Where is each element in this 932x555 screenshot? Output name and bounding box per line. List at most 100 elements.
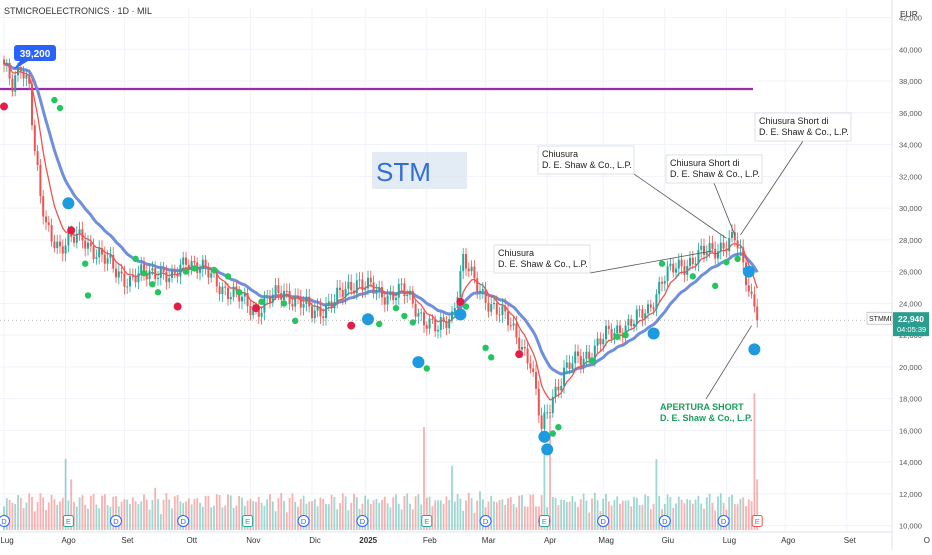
candle-body[interactable] xyxy=(31,83,33,126)
candle-body[interactable] xyxy=(493,302,495,305)
candle-body[interactable] xyxy=(187,264,190,270)
candle-body[interactable] xyxy=(630,319,633,327)
candle-body[interactable] xyxy=(560,385,563,391)
candle-body[interactable] xyxy=(540,415,543,429)
green-signal-dot[interactable] xyxy=(614,333,621,340)
annotation-box[interactable] xyxy=(754,112,852,142)
green-signal-dot[interactable] xyxy=(210,266,218,274)
candle-body[interactable] xyxy=(17,67,19,76)
candle-body[interactable] xyxy=(339,287,341,291)
candle-body[interactable] xyxy=(535,372,537,389)
candle-body[interactable] xyxy=(658,281,661,295)
candle-body[interactable] xyxy=(73,236,75,243)
candle-body[interactable] xyxy=(487,302,490,312)
candle-body[interactable] xyxy=(543,412,546,429)
candle-body[interactable] xyxy=(708,243,711,253)
candle-body[interactable] xyxy=(367,277,369,289)
green-signal-dot[interactable] xyxy=(588,357,596,364)
candle-body[interactable] xyxy=(129,276,131,287)
candle-body[interactable] xyxy=(327,301,330,305)
candle-body[interactable] xyxy=(596,338,599,346)
candle-body[interactable] xyxy=(61,246,64,254)
candle-body[interactable] xyxy=(67,232,70,246)
blue-signal-dot[interactable] xyxy=(454,308,467,321)
candle-body[interactable] xyxy=(333,301,336,309)
candle-body[interactable] xyxy=(395,297,397,301)
candle-body[interactable] xyxy=(512,323,515,326)
candle-body[interactable] xyxy=(274,285,277,295)
candle-body[interactable] xyxy=(308,296,311,307)
candle-body[interactable] xyxy=(383,297,386,305)
candle-body[interactable] xyxy=(647,304,649,314)
red-signal-dot[interactable] xyxy=(456,297,465,306)
green-signal-dot[interactable] xyxy=(376,320,383,328)
candle-body[interactable] xyxy=(257,308,260,317)
candle-body[interactable] xyxy=(299,297,302,308)
candle-body[interactable] xyxy=(459,271,462,298)
candle-body[interactable] xyxy=(92,246,95,260)
annotation-box[interactable] xyxy=(493,244,591,274)
candle-body[interactable] xyxy=(479,290,481,293)
green-signal-dot[interactable] xyxy=(392,304,400,312)
candle-body[interactable] xyxy=(490,304,493,312)
candle-body[interactable] xyxy=(725,248,728,252)
candle-body[interactable] xyxy=(619,325,621,333)
candle-body[interactable] xyxy=(683,266,686,275)
candle-body[interactable] xyxy=(137,273,140,283)
candle-body[interactable] xyxy=(582,358,585,366)
candle-body[interactable] xyxy=(341,290,344,297)
candle-body[interactable] xyxy=(694,263,697,265)
candle-body[interactable] xyxy=(722,242,725,249)
candle-body[interactable] xyxy=(81,229,84,241)
candle-body[interactable] xyxy=(229,296,232,300)
candle-body[interactable] xyxy=(364,288,367,291)
candle-body[interactable] xyxy=(325,304,327,318)
green-signal-dot[interactable] xyxy=(280,300,288,307)
candle-body[interactable] xyxy=(568,362,571,369)
candle-body[interactable] xyxy=(546,412,549,414)
candle-body[interactable] xyxy=(148,270,151,280)
candle-body[interactable] xyxy=(507,311,509,326)
candle-body[interactable] xyxy=(644,313,647,319)
candle-body[interactable] xyxy=(652,307,655,310)
candle-body[interactable] xyxy=(585,351,588,359)
candle-body[interactable] xyxy=(201,259,204,270)
candle-body[interactable] xyxy=(336,287,339,302)
green-signal-dot[interactable] xyxy=(712,282,719,290)
candle-body[interactable] xyxy=(431,318,434,320)
candle-body[interactable] xyxy=(411,290,414,304)
candle-body[interactable] xyxy=(319,306,322,317)
candle-body[interactable] xyxy=(593,345,596,361)
candle-body[interactable] xyxy=(252,308,255,316)
candle-body[interactable] xyxy=(266,296,269,298)
candle-body[interactable] xyxy=(518,337,521,350)
candle-body[interactable] xyxy=(297,296,299,298)
candle-body[interactable] xyxy=(579,355,582,366)
green-signal-dot[interactable] xyxy=(292,317,299,325)
candle-body[interactable] xyxy=(756,306,759,321)
candle-body[interactable] xyxy=(221,286,224,295)
candle-body[interactable] xyxy=(311,306,313,319)
green-signal-dot[interactable] xyxy=(149,281,156,288)
candle-body[interactable] xyxy=(271,294,274,303)
candle-body[interactable] xyxy=(238,291,241,302)
blue-signal-dot[interactable] xyxy=(362,313,374,326)
candle-body[interactable] xyxy=(689,257,691,267)
candle-body[interactable] xyxy=(75,233,78,243)
candle-body[interactable] xyxy=(462,253,465,272)
blue-signal-dot[interactable] xyxy=(541,443,554,456)
candle-body[interactable] xyxy=(269,296,271,303)
candle-body[interactable] xyxy=(235,286,238,292)
candle-body[interactable] xyxy=(50,224,53,242)
red-signal-dot[interactable] xyxy=(67,226,76,235)
candle-body[interactable] xyxy=(330,301,333,309)
candle-body[interactable] xyxy=(717,251,719,259)
candle-body[interactable] xyxy=(434,319,437,332)
candle-body[interactable] xyxy=(109,254,112,259)
green-signal-dot[interactable] xyxy=(658,260,666,267)
candle-body[interactable] xyxy=(302,304,305,308)
annotation-box[interactable] xyxy=(665,154,763,184)
candle-body[interactable] xyxy=(53,241,56,249)
candle-body[interactable] xyxy=(602,339,605,345)
